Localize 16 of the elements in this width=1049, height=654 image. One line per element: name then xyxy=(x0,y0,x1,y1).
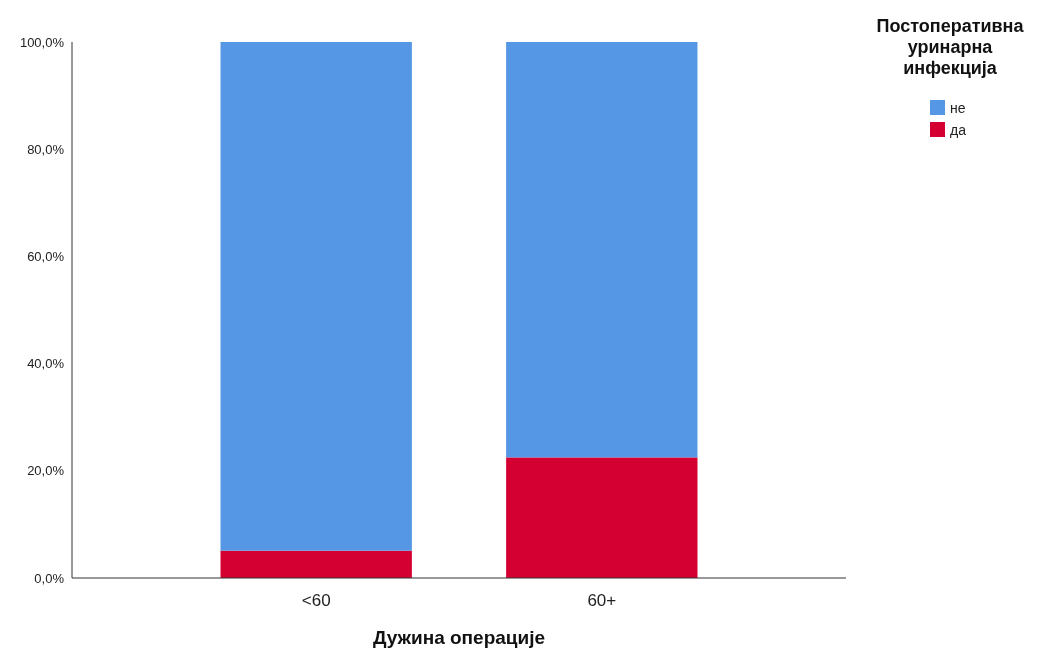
bar xyxy=(506,42,698,458)
y-tick-label: 100,0% xyxy=(19,34,65,50)
bar xyxy=(220,550,412,578)
legend-title: Постоперативна уринарна инфекција xyxy=(876,16,1025,78)
y-tick-label: 60,0% xyxy=(27,248,65,264)
bar xyxy=(220,42,412,551)
x-tick-label: <60 xyxy=(301,591,331,610)
legend-label: не xyxy=(950,99,966,116)
y-tick-label: 20,0% xyxy=(27,463,65,479)
y-tick-label: 40,0% xyxy=(27,356,65,372)
y-tick-label: 80,0% xyxy=(27,141,65,157)
y-tick-label: 0,0% xyxy=(34,570,65,586)
x-tick-label: 60+ xyxy=(587,591,617,610)
legend-label: да xyxy=(950,121,967,138)
x-axis-title: Дужина операције xyxy=(372,627,546,648)
bar xyxy=(506,457,698,578)
